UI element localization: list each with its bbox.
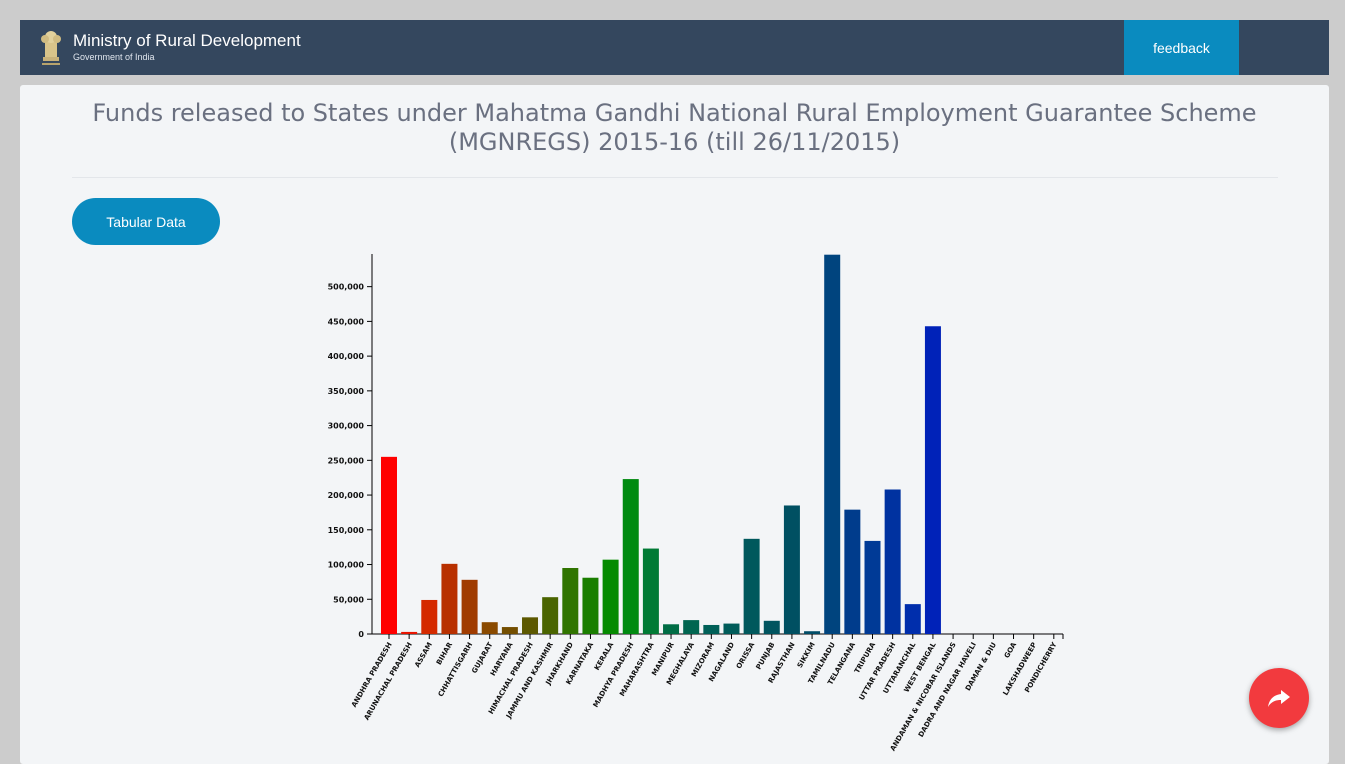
bar [703,624,720,634]
bar [864,540,881,634]
y-tick-label: 150,000 [328,526,365,535]
bar [562,568,579,634]
page-title: Funds released to States under Mahatma G… [92,99,1257,156]
bar [683,620,700,634]
share-button[interactable] [1249,668,1309,728]
bar [622,479,639,634]
y-tick-label: 200,000 [328,491,365,500]
bar [844,509,861,634]
y-tick-label: 250,000 [328,456,365,465]
tabular-data-button[interactable]: Tabular Data [72,198,220,245]
bar [904,604,921,634]
bar [763,620,780,634]
x-tick-label: PUNJAB [755,641,777,671]
share-arrow-icon [1268,690,1290,707]
bar [783,505,800,634]
x-tick-label: BIHAR [435,640,455,666]
bar [743,538,760,634]
header-bar: Ministry of Rural Development Government… [20,20,1329,75]
bar [642,548,659,634]
bar [663,624,680,634]
bar [602,559,619,634]
x-tick-label: UTTAR PRADESH [858,641,898,702]
bar [481,622,498,634]
bar [401,631,418,634]
brand-subtitle: Government of India [73,52,155,62]
bar [421,599,438,634]
x-tick-label: SIKKIM [796,641,817,669]
bar [723,623,740,634]
national-emblem-icon [41,31,61,65]
y-tick-label: 500,000 [328,283,365,292]
y-tick-label: 400,000 [328,352,365,361]
y-tick-label: 50,000 [333,595,364,604]
bar [441,563,458,634]
y-tick-label: 0 [358,630,364,639]
brand-title: Ministry of Rural Development [73,31,301,50]
x-tick-label: KERALA [593,641,616,672]
x-tick-label: ORISSA [735,641,757,671]
bar [501,627,518,634]
y-tick-label: 350,000 [328,387,365,396]
title-divider [72,177,1278,178]
x-tick-label: ASSAM [413,641,434,669]
y-tick-label: 300,000 [328,422,365,431]
x-tick-label: GOA [1003,641,1019,660]
bar [461,579,478,634]
bar [582,577,599,634]
feedback-button[interactable]: feedback [1124,20,1239,75]
content-panel: Funds released to States under Mahatma G… [20,85,1329,764]
bar [381,456,397,634]
bar [542,597,559,634]
bar [824,254,841,634]
bar [924,326,941,634]
bar [804,631,821,634]
bar [884,489,901,634]
y-tick-label: 100,000 [328,561,365,570]
y-tick-label: 450,000 [328,317,365,326]
bar [522,617,539,634]
